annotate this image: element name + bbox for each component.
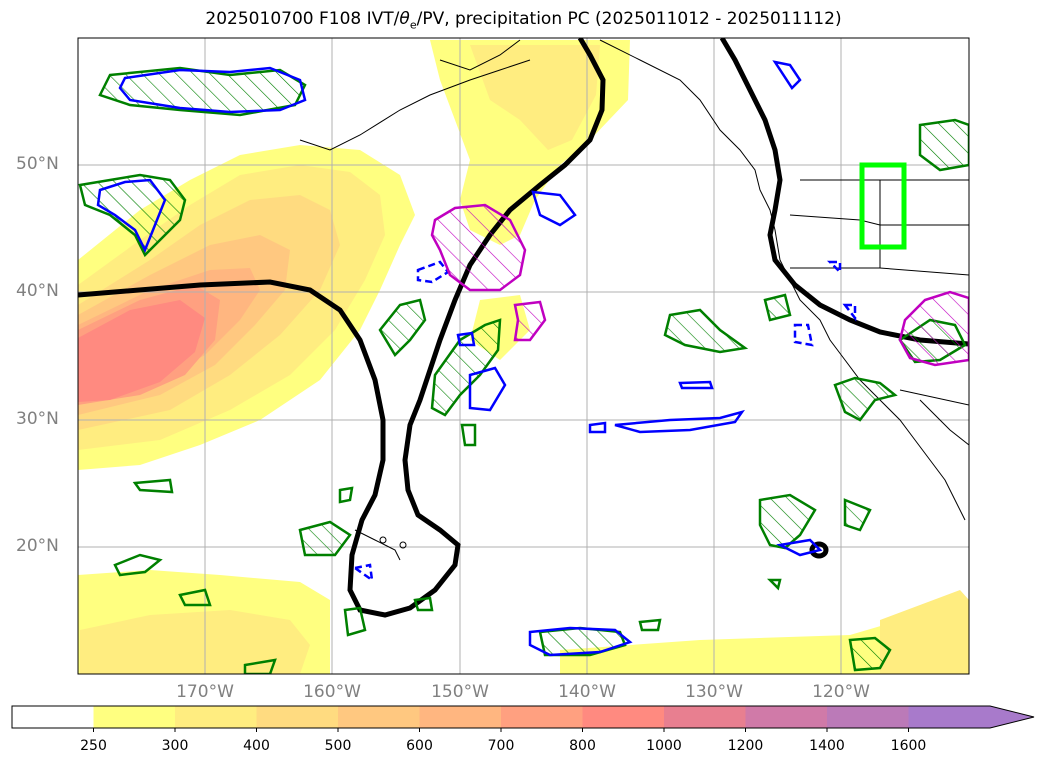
- colorbar-segment: [827, 706, 909, 728]
- gridlines: [78, 38, 969, 674]
- colorbar-tick-label: 250: [80, 738, 107, 754]
- colorbar-segment: [93, 706, 176, 728]
- pv-contours: [96, 60, 823, 657]
- colorbar-tick-label: 1600: [890, 738, 927, 754]
- colorbar-tick-label: 1200: [727, 738, 764, 754]
- map-frame: [77, 37, 970, 675]
- colorbar-extend-arrow: [990, 706, 1034, 728]
- colorbar-segment: [664, 706, 746, 728]
- colorbar-tick-label: 600: [406, 738, 433, 754]
- lat-label-50: 50°N: [16, 154, 59, 174]
- colorbar-outline: [11, 705, 1035, 729]
- lon-label-160w: 160°W: [303, 682, 361, 702]
- colorbar-tick-label: 400: [243, 738, 270, 754]
- colorbar-tick-label: 500: [324, 738, 352, 754]
- colorbar-tick-label: 700: [487, 738, 515, 754]
- lon-label-170w: 170°W: [176, 682, 234, 702]
- colorbar-tick-label: 300: [161, 738, 189, 754]
- lat-label-40: 40°N: [16, 281, 59, 301]
- colorbar-tick-label: 1000: [646, 738, 682, 754]
- lat-label-30: 30°N: [16, 409, 59, 429]
- colorbar-segment: [419, 706, 502, 728]
- pv-dashed-contours: [351, 260, 857, 583]
- colorbar: [11, 705, 1035, 732]
- colorbar-tick-label: 800: [569, 738, 596, 754]
- colorbar-segment: [908, 706, 991, 728]
- colorbar-segment: [501, 706, 583, 728]
- pv-high-contours: [430, 203, 969, 367]
- ivt-shading: [78, 40, 969, 674]
- colorbar-segment: [582, 706, 665, 728]
- colorbar-segment: [338, 706, 420, 728]
- precip-small-contours: [113, 423, 782, 674]
- plot-title: 2025010700 F108 IVT/θe/PV, precipitation…: [205, 9, 842, 32]
- lon-label-120w: 120°W: [812, 682, 870, 702]
- colorbar-segment: [256, 706, 339, 728]
- colorbar-segment: [12, 706, 94, 728]
- colorbar-segment: [175, 706, 257, 728]
- lon-label-140w: 140°W: [558, 682, 616, 702]
- lon-label-130w: 130°W: [685, 682, 743, 702]
- lon-label-150w: 150°W: [431, 682, 489, 702]
- target-region-box: [859, 162, 907, 250]
- colorbar-tick-label: 1400: [809, 738, 845, 754]
- coastlines: [299, 39, 969, 561]
- colorbar-segment: [745, 706, 828, 728]
- lat-label-20: 20°N: [16, 536, 59, 556]
